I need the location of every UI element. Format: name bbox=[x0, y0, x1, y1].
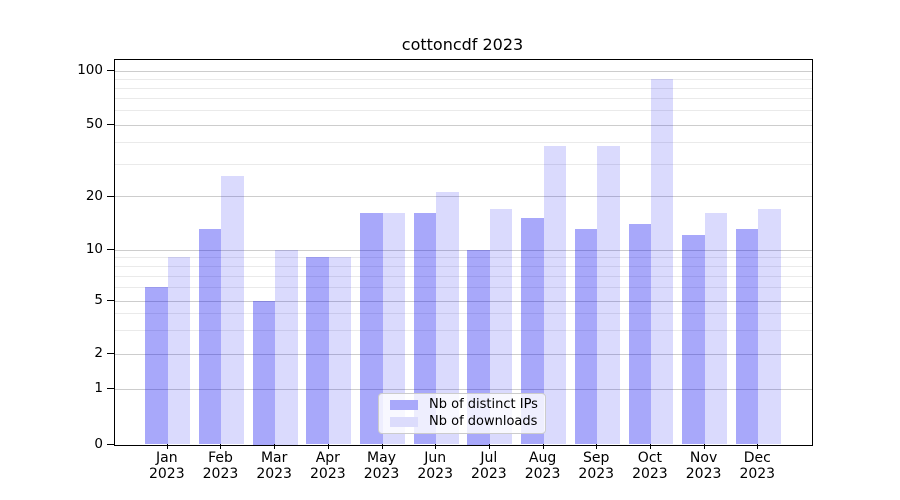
gridline-minor-60 bbox=[115, 110, 812, 112]
x-tick-label-mar: Mar 2023 bbox=[256, 450, 292, 482]
bar-ips-jun bbox=[413, 213, 437, 445]
bar-downloads-dec bbox=[758, 208, 781, 445]
gridline-minor-7 bbox=[115, 275, 812, 277]
x-tick-label-oct: Oct 2023 bbox=[632, 450, 668, 482]
gridline-minor-9 bbox=[115, 257, 812, 259]
y-tick-5 bbox=[107, 300, 114, 301]
y-tick-label-10: 10 bbox=[85, 241, 103, 257]
y-tick-label-0: 0 bbox=[94, 436, 103, 452]
legend-label-downloads: Nb of downloads bbox=[429, 414, 538, 429]
gridline-major-100 bbox=[115, 70, 812, 72]
x-tick-jul bbox=[488, 444, 490, 449]
bar-ips-nov bbox=[682, 235, 705, 445]
bar-ips-dec bbox=[735, 229, 759, 445]
x-tick-label-nov: Nov 2023 bbox=[685, 450, 722, 482]
gridline-major-5 bbox=[115, 300, 812, 302]
gridline-minor-6 bbox=[115, 287, 812, 289]
y-tick-label-50: 50 bbox=[85, 116, 103, 132]
y-tick-10 bbox=[107, 249, 114, 250]
gridline-major-10 bbox=[115, 249, 812, 251]
gridline-minor-30 bbox=[115, 164, 812, 166]
x-tick-label-feb: Feb 2023 bbox=[202, 450, 239, 482]
gridline-major-50 bbox=[115, 124, 812, 126]
y-tick-label-20: 20 bbox=[85, 187, 103, 204]
bar-downloads-jul bbox=[489, 208, 513, 445]
x-tick-apr bbox=[327, 444, 329, 449]
bar-downloads-feb bbox=[221, 175, 244, 445]
chart-title: cottoncdf 2023 bbox=[401, 35, 524, 54]
y-tick-2 bbox=[107, 353, 114, 354]
bar-ips-sep bbox=[574, 229, 598, 445]
plot-area bbox=[114, 59, 813, 446]
bar-ips-feb bbox=[199, 229, 222, 445]
gridline-minor-4 bbox=[115, 313, 812, 315]
y-tick-label-2: 2 bbox=[94, 345, 103, 361]
gridline-minor-90 bbox=[115, 78, 812, 80]
bar-downloads-aug bbox=[543, 145, 566, 445]
bar-downloads-oct bbox=[650, 78, 674, 445]
gridline-major-1 bbox=[115, 388, 812, 390]
x-tick-label-apr: Apr 2023 bbox=[310, 450, 346, 482]
gridline-minor-3 bbox=[115, 330, 812, 332]
bar-downloads-nov bbox=[704, 213, 727, 445]
bar-ips-may bbox=[360, 213, 383, 445]
x-tick-sep bbox=[596, 444, 598, 449]
y-tick-100 bbox=[107, 70, 114, 71]
x-tick-label-sep: Sep 2023 bbox=[578, 450, 615, 482]
bar-downloads-may bbox=[382, 213, 405, 445]
legend-swatch-downloads bbox=[390, 417, 418, 427]
y-tick-50 bbox=[107, 124, 114, 125]
x-tick-label-dec: Dec 2023 bbox=[739, 450, 776, 482]
gridline-major-2 bbox=[115, 353, 812, 355]
legend-swatch-ips bbox=[390, 400, 418, 410]
legend-item-downloads: Nb of downloads bbox=[385, 415, 539, 429]
x-tick-may bbox=[381, 444, 383, 449]
x-tick-mar bbox=[274, 444, 276, 449]
gridline-minor-70 bbox=[115, 98, 812, 100]
bar-ips-apr bbox=[306, 257, 329, 445]
bar-ips-oct bbox=[628, 223, 651, 445]
x-tick-oct bbox=[649, 444, 651, 449]
bar-downloads-jan bbox=[167, 257, 191, 445]
x-tick-jun bbox=[435, 444, 437, 449]
legend-label-ips: Nb of distinct IPs bbox=[429, 397, 538, 412]
y-tick-1 bbox=[107, 388, 114, 390]
y-tick-20 bbox=[107, 195, 114, 197]
x-tick-dec bbox=[757, 444, 759, 449]
x-tick-aug bbox=[542, 444, 544, 449]
y-tick-label-5: 5 bbox=[94, 292, 103, 308]
bar-ips-jan bbox=[145, 287, 168, 445]
y-tick-0 bbox=[107, 444, 114, 445]
bar-ips-aug bbox=[521, 218, 544, 445]
bar-downloads-mar bbox=[275, 249, 298, 445]
x-tick-label-jun: Jun 2023 bbox=[417, 450, 453, 482]
bar-downloads-apr bbox=[328, 257, 352, 445]
gridline-major-20 bbox=[115, 196, 812, 197]
bar-ips-mar bbox=[252, 300, 276, 445]
x-tick-label-jan: Jan 2023 bbox=[148, 450, 185, 482]
x-tick-label-may: May 2023 bbox=[363, 450, 400, 482]
y-tick-label-1: 1 bbox=[94, 380, 103, 397]
bar-downloads-jun bbox=[436, 192, 459, 445]
gridline-minor-80 bbox=[115, 87, 812, 89]
x-tick-jan bbox=[166, 444, 168, 449]
legend: Nb of distinct IPs Nb of downloads bbox=[378, 393, 546, 434]
y-tick-label-100: 100 bbox=[77, 62, 103, 78]
gridline-minor-8 bbox=[115, 265, 812, 267]
bar-downloads-sep bbox=[597, 145, 620, 445]
gridline-minor-40 bbox=[115, 141, 812, 143]
x-tick-nov bbox=[703, 444, 705, 449]
x-tick-feb bbox=[220, 444, 222, 449]
legend-item-distinct-ips: Nb of distinct IPs bbox=[385, 398, 539, 412]
x-tick-label-aug: Aug 2023 bbox=[524, 450, 561, 482]
x-tick-label-jul: Jul 2023 bbox=[471, 450, 507, 482]
